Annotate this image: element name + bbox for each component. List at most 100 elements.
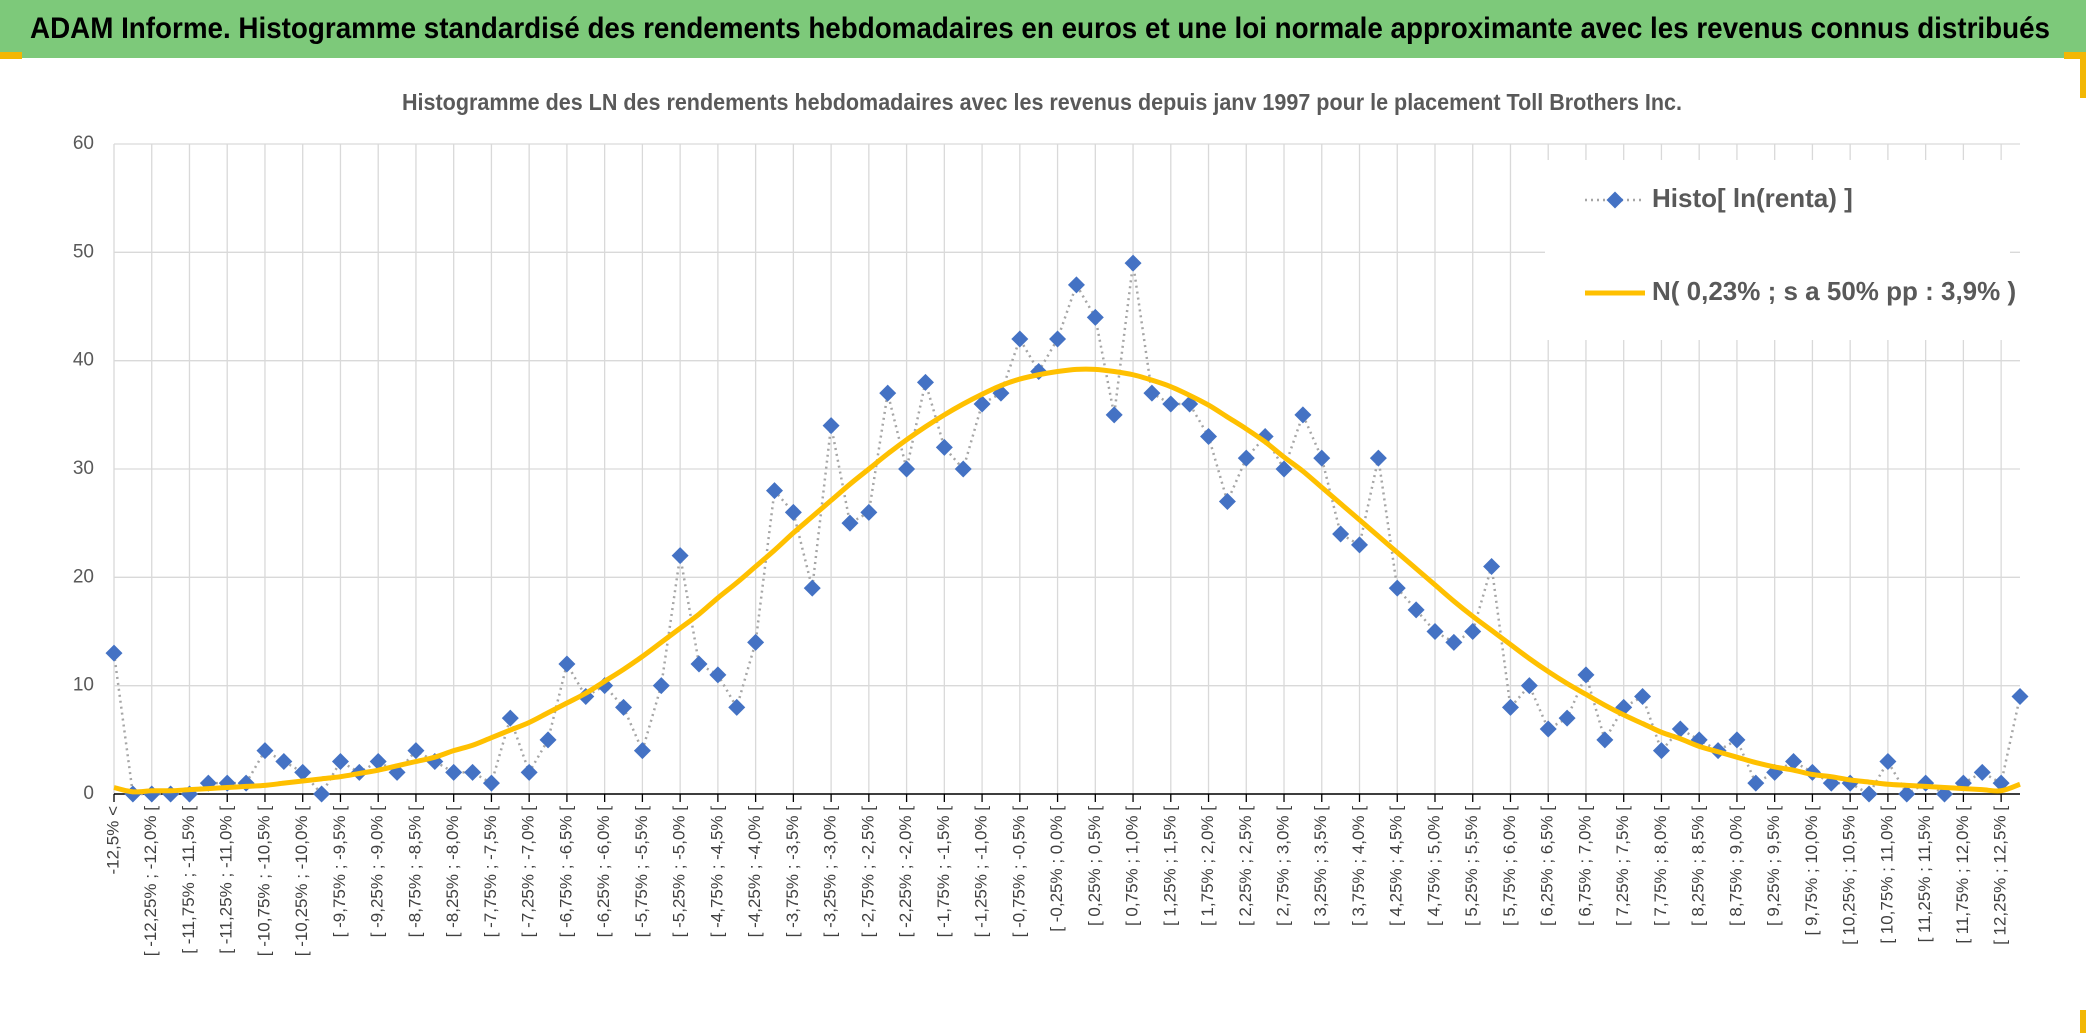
data-marker	[256, 742, 274, 760]
x-tick-label: [ -6,75% ; -6,5% [	[556, 806, 575, 938]
x-tick-label: [ 0,75% ; 1,0% [	[1123, 806, 1142, 926]
data-marker	[1124, 254, 1142, 272]
x-tick-label: [ 8,25% ; 8,5% [	[1689, 806, 1708, 926]
data-marker	[1294, 406, 1312, 424]
legend-marker	[1606, 191, 1624, 209]
x-tick-label: [ 7,25% ; 7,5% [	[1613, 806, 1632, 926]
data-marker	[1634, 688, 1652, 705]
corner-accent	[2080, 58, 2086, 98]
banner	[0, 0, 2086, 58]
data-marker	[1067, 276, 1085, 294]
data-marker	[1237, 449, 1255, 467]
data-marker	[1351, 536, 1369, 554]
data-marker	[747, 633, 765, 651]
x-tick-label: [ 0,25% ; 0,5% [	[1085, 806, 1104, 926]
data-marker	[1539, 720, 1557, 738]
data-marker	[765, 482, 783, 500]
data-marker	[501, 709, 519, 727]
data-marker	[690, 655, 708, 673]
x-tick-label: [ 3,75% ; 4,0% [	[1349, 806, 1368, 926]
data-marker	[841, 514, 859, 532]
x-tick-label: [ -3,25% ; -3,0% [	[821, 806, 840, 938]
corner-accent	[2080, 1010, 2086, 1033]
x-tick-label: [ 1,75% ; 2,0% [	[1198, 806, 1217, 926]
data-marker	[1313, 449, 1331, 467]
data-marker	[1860, 785, 1878, 803]
data-marker	[1275, 460, 1293, 478]
data-marker	[1143, 384, 1161, 402]
x-tick-label: [ -1,75% ; -1,5% [	[934, 806, 953, 938]
x-tick-label: [ 11,75% ; 12,0% [	[1953, 806, 1972, 944]
data-marker	[879, 384, 897, 402]
data-marker	[633, 742, 651, 760]
data-marker	[1162, 395, 1180, 413]
x-tick-label: [ -6,25% ; -6,0% [	[594, 806, 613, 938]
x-tick-label: [ 11,25% ; 11,5% [	[1915, 806, 1934, 943]
data-marker	[709, 666, 727, 684]
data-marker	[652, 677, 670, 695]
x-tick-label: [ 7,75% ; 8,0% [	[1651, 806, 1670, 926]
y-tick-label: 60	[73, 133, 94, 154]
x-tick-label: [ -9,75% ; -9,5% [	[330, 806, 349, 938]
legend-label: N( 0,23% ; s a 50% pp : 3,9% )	[1652, 276, 2016, 306]
plot-area	[105, 254, 2029, 803]
data-marker	[369, 753, 387, 770]
data-marker	[1218, 493, 1236, 510]
data-marker	[954, 460, 972, 478]
x-tick-label: [ 10,25% ; 10,5% [	[1840, 806, 1859, 945]
x-tick-label: [ 4,75% ; 5,0% [	[1424, 806, 1443, 926]
data-marker	[275, 753, 293, 770]
chart-title: Histogramme des LN des rendements hebdom…	[402, 89, 1682, 115]
x-tick-label: [ -5,75% ; -5,5% [	[632, 806, 651, 938]
data-marker	[1577, 666, 1595, 684]
legend-label: Histo[ ln(renta) ]	[1652, 183, 1853, 213]
x-tick-label: [ 5,75% ; 6,0% [	[1500, 806, 1519, 926]
x-tick-label: [ 6,75% ; 7,0% [	[1575, 806, 1594, 926]
data-marker	[822, 417, 840, 435]
data-marker	[313, 785, 331, 803]
x-tick-label: [ 12,25% ; 12,5% [	[1991, 806, 2010, 945]
data-marker	[1558, 709, 1576, 727]
data-marker	[2011, 688, 2029, 705]
banner-title: ADAM Informe. Histogramme standardisé de…	[30, 12, 2050, 45]
data-marker	[1200, 428, 1218, 445]
data-marker	[973, 395, 991, 413]
data-marker	[1332, 525, 1350, 543]
x-tick-label: [ -11,75% ; -11,5% [	[179, 806, 198, 954]
corner-accent	[0, 52, 22, 59]
data-marker	[1520, 677, 1538, 695]
data-marker	[331, 753, 349, 770]
data-marker	[1728, 731, 1746, 749]
legend: Histo[ ln(renta) ] N( 0,23% ; s a 50% pp …	[1545, 160, 2016, 340]
x-tick-label: [ -12,25% ; -12,0% [	[141, 806, 160, 957]
x-tick-label: [ -4,25% ; -4,0% [	[745, 806, 764, 938]
data-marker	[1445, 633, 1463, 651]
x-tick-label: [ 4,25% ; 4,5% [	[1387, 806, 1406, 926]
data-marker	[803, 579, 821, 597]
data-marker	[464, 763, 482, 781]
x-tick-label: [ 8,75% ; 9,0% [	[1726, 806, 1745, 926]
data-marker	[407, 742, 425, 760]
corner-accent	[2064, 52, 2086, 59]
x-tick-label: [ -8,25% ; -8,0% [	[443, 806, 462, 938]
data-marker	[482, 774, 500, 792]
x-tick-label: [ -7,75% ; -7,5% [	[481, 806, 500, 938]
data-marker	[1596, 731, 1614, 749]
data-marker	[784, 503, 802, 521]
data-marker	[1973, 763, 1991, 781]
normal-curve	[113, 366, 2021, 795]
x-tick-label: [ -7,25% ; -7,0% [	[519, 806, 538, 938]
x-tick-label: [ -10,75% ; -10,5% [	[254, 806, 273, 957]
x-tick-label: -12,5% <	[103, 806, 122, 875]
x-tick-label: [ -0,25% ; 0,0% [	[1047, 806, 1066, 932]
y-tick-label: 40	[73, 350, 94, 371]
data-marker	[898, 460, 916, 478]
data-marker	[671, 547, 689, 565]
data-marker	[728, 698, 746, 716]
data-marker	[1464, 623, 1482, 640]
data-marker	[1652, 742, 1670, 760]
x-tick-label: [ -11,25% ; -11,0% [	[217, 806, 236, 954]
x-tick-label: [ -0,75% ; -0,5% [	[1009, 806, 1028, 938]
x-tick-label: [ 1,25% ; 1,5% [	[1160, 806, 1179, 926]
